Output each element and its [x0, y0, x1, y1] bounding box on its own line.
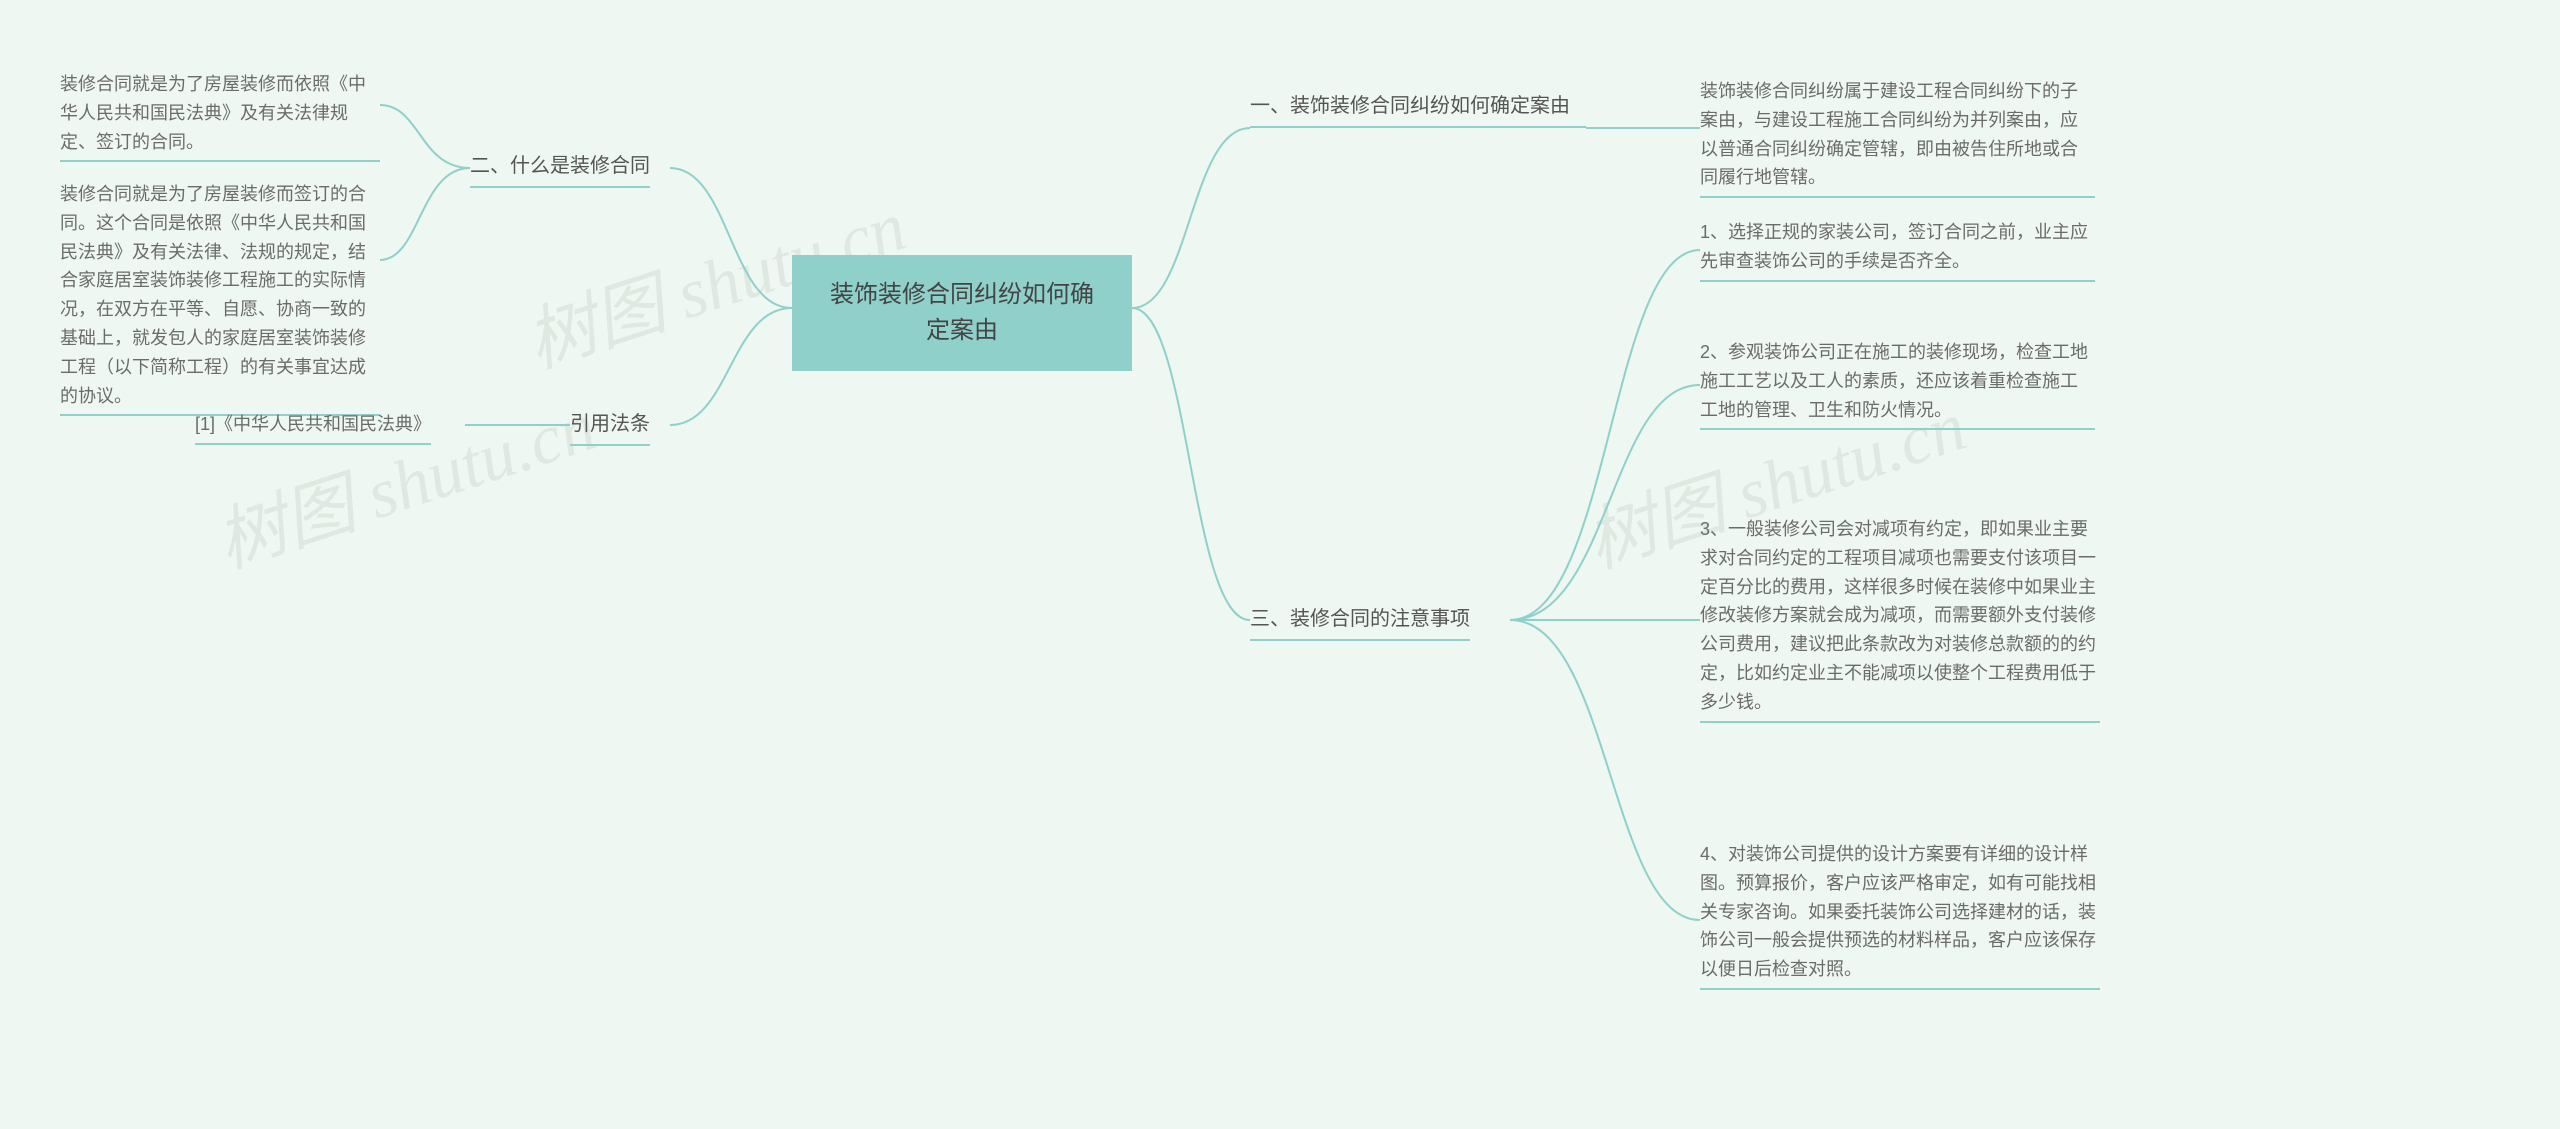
branch-3-leaf-2: 2、参观装饰公司正在施工的装修现场，检查工地施工工艺以及工人的素质，还应该着重检… [1700, 338, 2095, 430]
branch-3-leaf-4: 4、对装饰公司提供的设计方案要有详细的设计样图。预算报价，客户应该严格审定，如有… [1700, 840, 2100, 990]
branch-2-leaf-2: 装修合同就是为了房屋装修而签订的合同。这个合同是依照《中华人民共和国民法典》及有… [60, 180, 380, 416]
branch-ref-leaf-1: [1]《中华人民共和国民法典》 [195, 410, 431, 445]
branch-3-leaf-3: 3、一般装修公司会对减项有约定，即如果业主要求对合同约定的工程项目减项也需要支付… [1700, 515, 2100, 723]
mindmap-connectors [0, 0, 2560, 1129]
branch-1-leaf-1: 装饰装修合同纠纷属于建设工程合同纠纷下的子案由，与建设工程施工合同纠纷为并列案由… [1700, 77, 2095, 198]
branch-ref-label: 引用法条 [570, 408, 650, 446]
branch-3-leaf-1: 1、选择正规的家装公司，签订合同之前，业主应先审查装饰公司的手续是否齐全。 [1700, 218, 2095, 282]
branch-3-label: 三、装修合同的注意事项 [1250, 603, 1470, 641]
branch-2-leaf-1: 装修合同就是为了房屋装修而依照《中华人民共和国民法典》及有关法律规定、签订的合同… [60, 70, 380, 162]
branch-2-label: 二、什么是装修合同 [470, 150, 650, 188]
branch-1-label: 一、装饰装修合同纠纷如何确定案由 [1250, 90, 1586, 128]
center-node: 装饰装修合同纠纷如何确定案由 [792, 255, 1132, 371]
center-title: 装饰装修合同纠纷如何确定案由 [830, 281, 1094, 344]
